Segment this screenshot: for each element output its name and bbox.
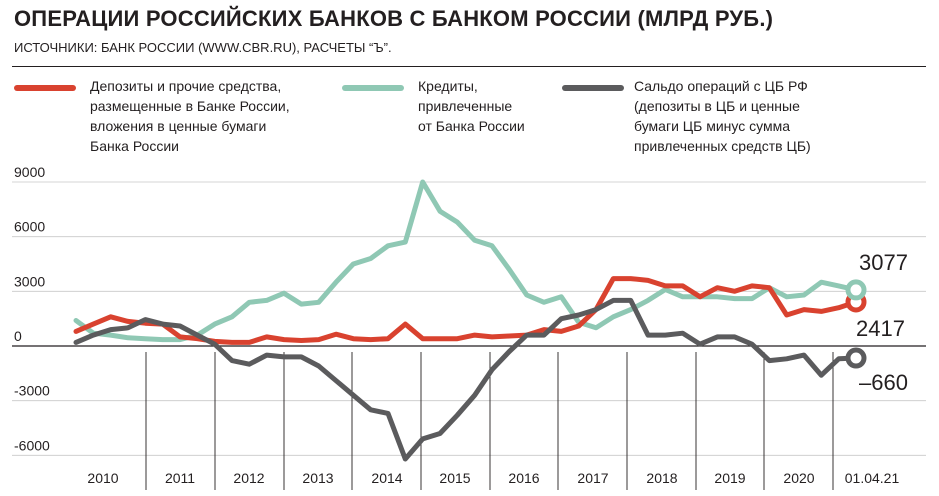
end-label-saldo: –660 bbox=[859, 370, 908, 395]
legend-swatch-credits bbox=[342, 85, 404, 91]
chart-source: ИСТОЧНИКИ: БАНК РОССИИ (WWW.CBR.RU), РАС… bbox=[14, 40, 392, 55]
x-tick-label: 2020 bbox=[783, 470, 814, 486]
end-marker-saldo bbox=[845, 347, 867, 369]
x-tick-label: 2017 bbox=[577, 470, 608, 486]
series-line-credits bbox=[73, 179, 859, 343]
x-tick-label: 2010 bbox=[87, 470, 118, 486]
end-marker-credits bbox=[845, 279, 867, 301]
x-tick-label: 2019 bbox=[714, 470, 745, 486]
end-label-credits: 3077 bbox=[859, 250, 908, 275]
legend-swatch-deposits bbox=[14, 85, 76, 91]
series-line-saldo bbox=[73, 297, 859, 462]
x-tick-label: 2015 bbox=[439, 470, 470, 486]
x-tick-label: 2013 bbox=[302, 470, 333, 486]
x-tick-label: 2012 bbox=[233, 470, 264, 486]
end-label-deposits: 2417 bbox=[856, 316, 905, 341]
y-tick-label: 3000 bbox=[14, 273, 45, 289]
y-tick-label: -3000 bbox=[14, 383, 50, 399]
legend-swatch-saldo bbox=[562, 85, 624, 91]
x-tick-label: 2011 bbox=[165, 470, 195, 486]
legend-label-deposits: Депозиты и прочие средства, размещенные … bbox=[90, 78, 290, 154]
y-tick-label: 0 bbox=[14, 328, 22, 344]
chart-title: ОПЕРАЦИИ РОССИЙСКИХ БАНКОВ С БАНКОМ РОСС… bbox=[14, 6, 774, 31]
y-tick-label: -6000 bbox=[14, 437, 50, 453]
header-divider bbox=[12, 66, 926, 67]
y-tick-label: 9000 bbox=[14, 164, 45, 180]
x-tick-label: 2016 bbox=[508, 470, 539, 486]
legend-label-saldo: Сальдо операций с ЦБ РФ (депозиты в ЦБ и… bbox=[634, 78, 811, 154]
x-tick-label: 2018 bbox=[646, 470, 677, 486]
y-tick-label: 6000 bbox=[14, 219, 45, 235]
x-tick-label: 01.04.21 bbox=[845, 470, 900, 486]
legend-label-credits: Кредиты, привлеченные от Банка России bbox=[418, 78, 525, 134]
x-tick-label: 2014 bbox=[371, 470, 402, 486]
